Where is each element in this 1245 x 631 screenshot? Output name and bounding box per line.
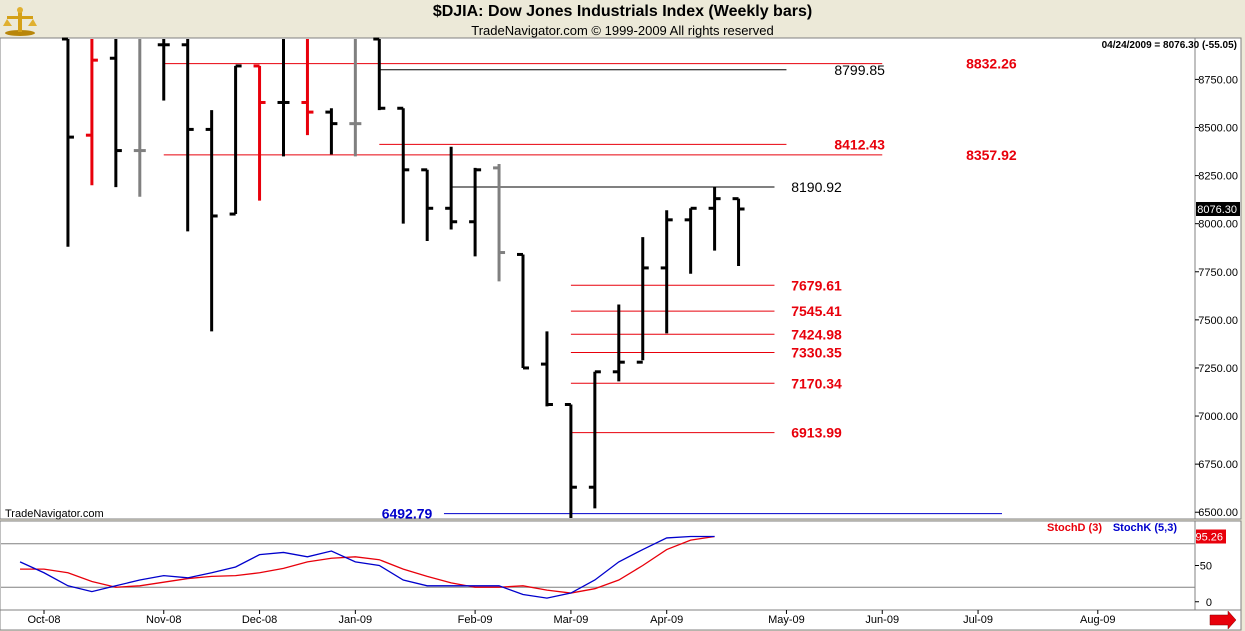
level-label: 8799.85 [834, 62, 885, 78]
price-tick-label: 6750.00 [1198, 459, 1238, 471]
scroll-right-icon[interactable] [1209, 610, 1237, 630]
price-tick-label: 8750.00 [1198, 74, 1238, 86]
trade-navigator-logo-icon [3, 7, 37, 36]
level-label: 7330.35 [791, 344, 842, 360]
price-plot-area [0, 37, 1196, 520]
time-tick-label: Dec-08 [242, 614, 277, 626]
time-tick-label: Nov-08 [146, 614, 181, 626]
level-label: 6492.79 [382, 506, 433, 522]
price-tick-label: 6500.00 [1198, 507, 1238, 519]
price-axis [1194, 37, 1242, 520]
time-axis-labels: Oct-08 Nov-08 Dec-08 Jan-09 Feb-09 Mar-09 Apr-… [27, 610, 1116, 626]
time-tick-label: Jan-09 [339, 614, 373, 626]
level-label: 6913.99 [791, 425, 842, 441]
chart-title: $DJIA: Dow Jones Industrials Index (Week… [432, 3, 813, 20]
watermark-text: TradeNavigator.com [5, 508, 104, 520]
time-axis [0, 609, 1242, 631]
price-axis-ticks: 6500.00 6750.00 7000.00 7250.00 7500.00 7750.… [1195, 74, 1240, 519]
stoch-last-label: 95.26 [1195, 532, 1223, 544]
level-label: 7170.34 [791, 375, 842, 391]
price-tick-label: 7750.00 [1198, 267, 1238, 279]
price-bars [61, 37, 745, 518]
stoch-k-legend: StochK (5,3) [1113, 522, 1178, 534]
time-tick-label: Jul-09 [963, 614, 993, 626]
level-label: 7545.41 [791, 303, 842, 319]
last-price-label: 8076.30 [1197, 204, 1237, 216]
price-tick-label: 7500.00 [1198, 315, 1238, 327]
chart-header: $DJIA: Dow Jones Industrials Index (Week… [0, 0, 1245, 38]
stoch-series-line [19, 535, 715, 599]
level-label: 8190.92 [791, 179, 842, 195]
time-tick-label: Mar-09 [553, 614, 588, 626]
level-label: 8832.26 [966, 56, 1017, 72]
time-tick-label: Aug-09 [1080, 614, 1115, 626]
stochastic-axis-ticks: 0 50 95.26 [1195, 529, 1226, 609]
stoch-tick-label: 0 [1206, 597, 1212, 609]
last-bar-readout: 04/24/2009 = 8076.30 (-55.05) [1102, 40, 1237, 51]
level-label: 7679.61 [791, 277, 842, 293]
time-tick-label: Oct-08 [27, 614, 60, 626]
time-tick-label: Apr-09 [650, 614, 683, 626]
last-price-box [1196, 201, 1240, 216]
price-tick-label: 8000.00 [1198, 219, 1238, 231]
level-label: 8412.43 [834, 136, 885, 152]
stoch-last-box [1196, 529, 1226, 544]
price-tick-label: 7000.00 [1198, 411, 1238, 423]
price-tick-label: 8250.00 [1198, 171, 1238, 183]
time-tick-label: Jun-09 [865, 614, 899, 626]
stoch-d-legend: StochD (3) [1047, 522, 1102, 534]
level-label: 8357.92 [966, 147, 1017, 163]
stochastic-lines [1, 535, 1195, 599]
price-tick-label: 7250.00 [1198, 363, 1238, 375]
stoch-tick-label: 50 [1200, 561, 1212, 573]
stoch-series-line [20, 535, 715, 594]
stochastic-plot-area [0, 520, 1196, 611]
time-tick-label: May-09 [768, 614, 805, 626]
chart-subtitle: TradeNavigator.com © 1999-2009 All right… [471, 23, 774, 38]
time-tick-label: Feb-09 [458, 614, 493, 626]
level-label: 7424.98 [791, 326, 842, 342]
price-tick-label: 8500.00 [1198, 122, 1238, 134]
